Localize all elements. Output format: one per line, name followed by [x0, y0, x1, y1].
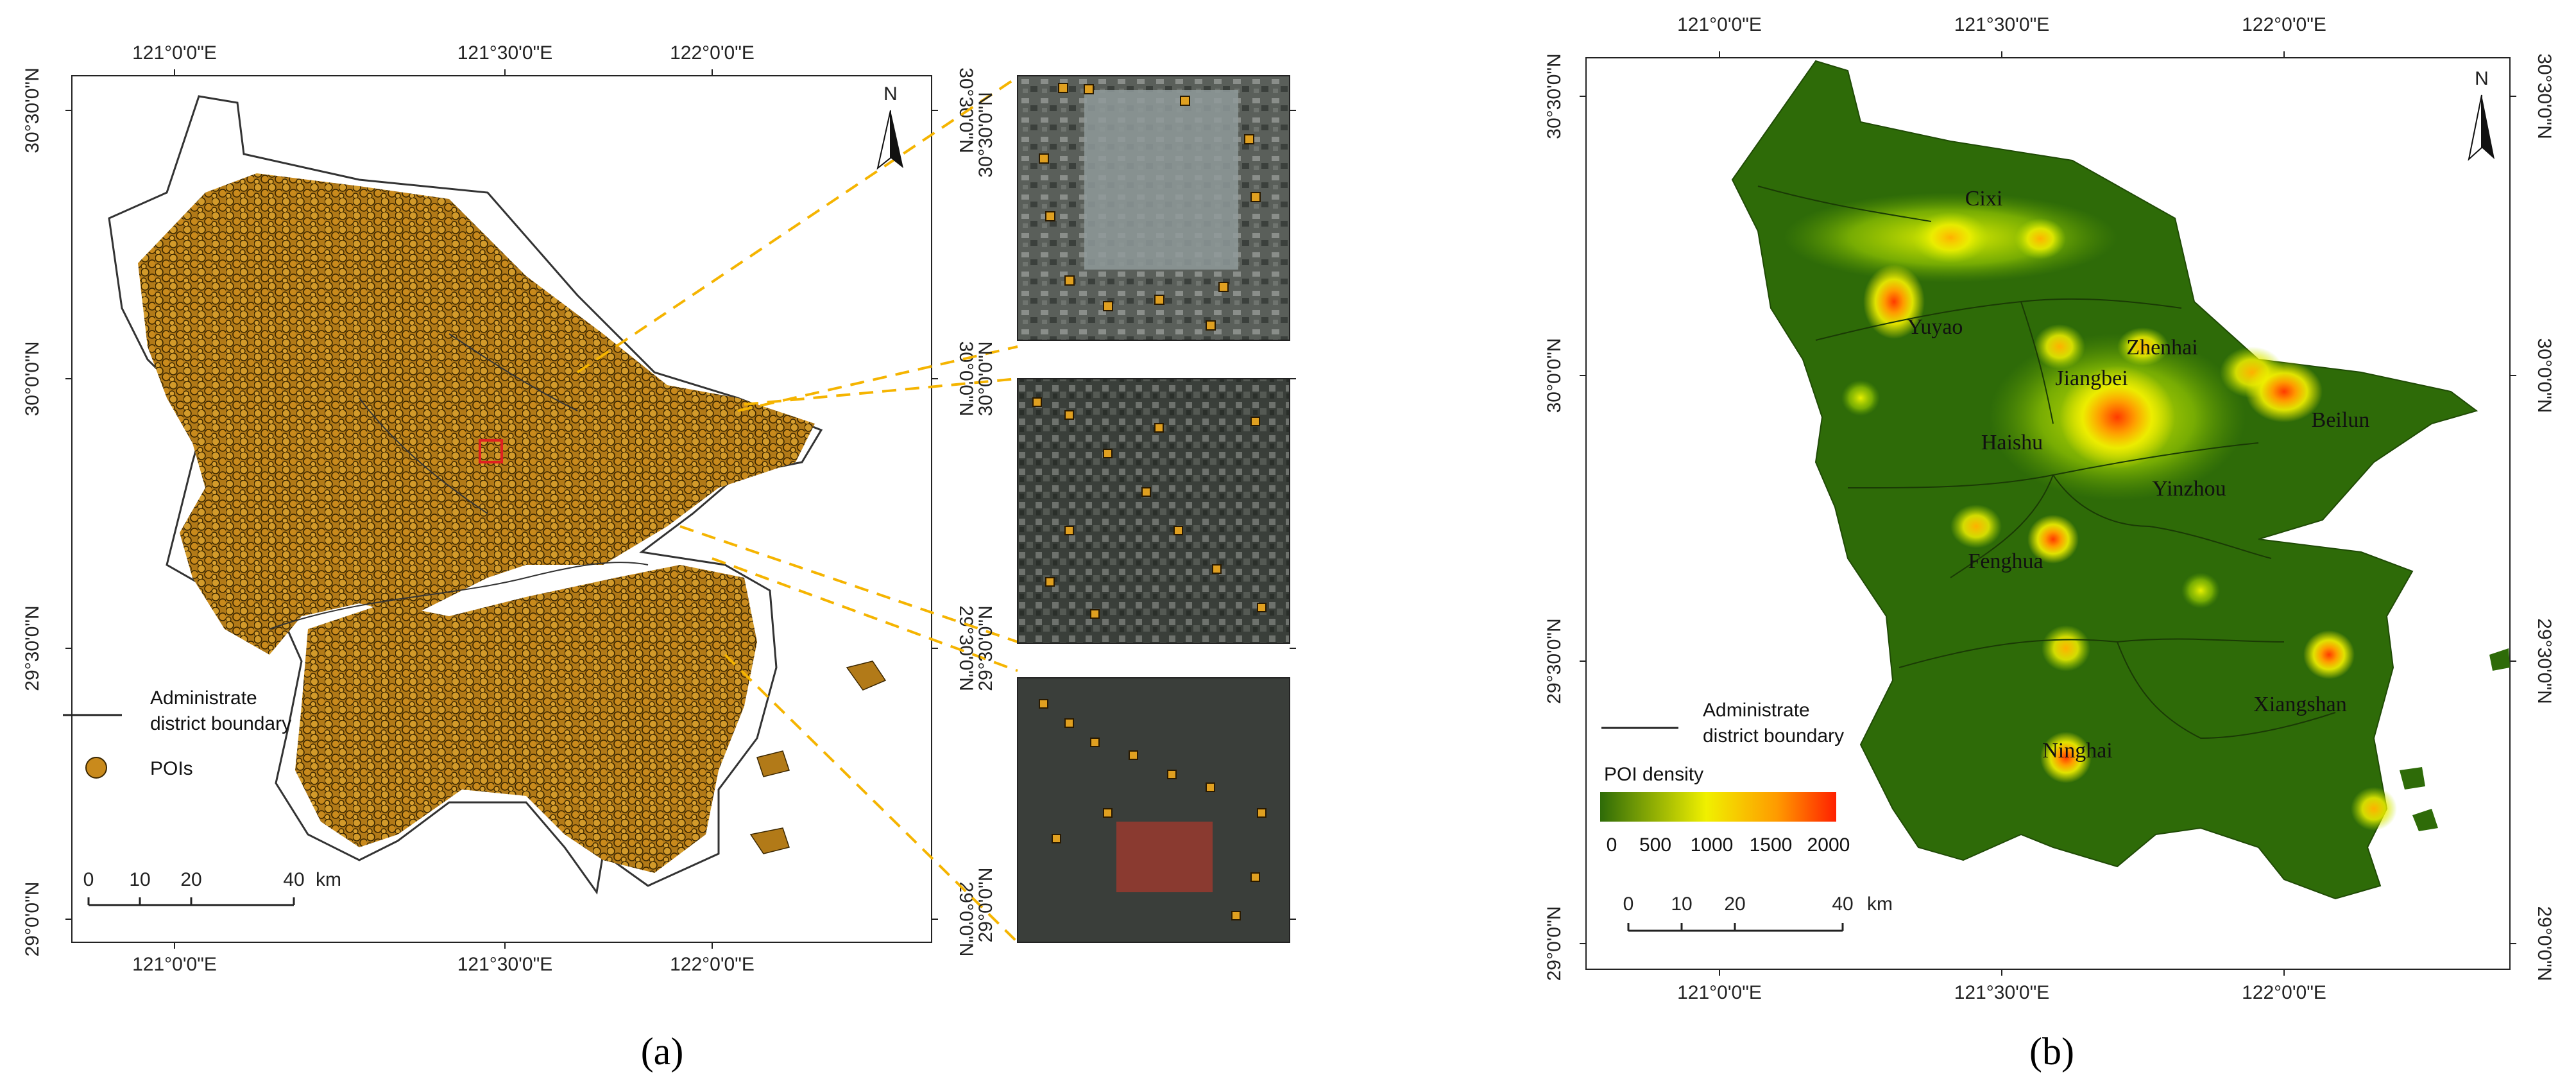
panel-a-north-arrow: N: [876, 83, 903, 170]
panel-b-bottom-tick: 122°0'0"E: [2242, 982, 2326, 1003]
panel-a-islands: [749, 661, 887, 854]
panel-b-scale-label: 40: [1832, 894, 1853, 915]
district-label-ninghai: Ninghai: [2042, 739, 2113, 763]
district-label-beilun: Beilun: [2312, 408, 2370, 432]
panel-a-bottom-tick: 122°0'0"E: [670, 954, 755, 975]
panel-a-top-tick: 121°30'0"E: [457, 42, 553, 64]
panel-b-density-hotspots: [1784, 193, 2397, 831]
panel-b: 121°0'0"E 121°30'0"E 122°0'0"E 121°0'0"E…: [1544, 14, 2555, 1073]
panel-a-legend-boundary-text-1: Administrate: [150, 687, 257, 709]
panel-a-poi-cloud: [138, 173, 815, 655]
panel-a-inset-1: [1017, 75, 1290, 341]
panel-a-scale-label: 10: [129, 869, 150, 890]
panel-b-scale-label: 20: [1724, 894, 1745, 915]
panel-b-north-label: N: [2475, 68, 2489, 89]
panel-b-density-tick: 0: [1607, 834, 1617, 856]
panel-a-scale-unit: km: [316, 869, 341, 890]
panel-a-scale-bar: 0 10 20 40 km: [83, 869, 341, 906]
panel-b-density-tick: 1000: [1691, 834, 1734, 856]
panel-a-left-tick: 30°30'0"N: [22, 67, 43, 153]
panel-a-inset-tick: 29°0'0"N: [975, 868, 996, 943]
panel-a-highlight-box: [479, 439, 503, 463]
panel-b-legend-boundary-text-2: district boundary: [1703, 725, 1844, 747]
panel-b-top-tick: 121°30'0"E: [1954, 14, 2050, 35]
panel-b-legend-boundary-text-1: Administrate: [1703, 700, 1810, 721]
panel-b-scale-unit: km: [1867, 894, 1893, 915]
panel-b-scale-label: 0: [1623, 894, 1634, 915]
panel-b-district-lines: [1757, 186, 2336, 739]
panel-a-legend-poi-text: POIs: [150, 758, 193, 779]
panel-a-left-tick: 29°0'0"N: [22, 882, 43, 957]
panel-a-top-tick: 122°0'0"E: [670, 42, 755, 64]
panel-a-bottom-tick: 121°0'0"E: [132, 954, 217, 975]
panel-a-inset-3: [1017, 677, 1290, 943]
panel-a-inset-tick: 29°30'0"N: [975, 605, 996, 691]
panel-a-top-tick: 121°0'0"E: [132, 42, 217, 64]
panel-b-left-tick: 30°30'0"N: [1544, 53, 1565, 139]
panel-b-left-tick: 30°0'0"N: [1544, 338, 1565, 413]
panel-a-left-tick: 30°0'0"N: [22, 341, 43, 417]
district-label-fenghua: Fenghua: [1968, 549, 2043, 573]
panel-a: 121°0'0"E 121°30'0"E 122°0'0"E 121°0'0"E…: [22, 42, 1296, 1073]
district-label-haishu: Haishu: [1981, 431, 2043, 454]
panel-a-scale-label: 40: [283, 869, 304, 890]
panel-b-islands: [2400, 648, 2510, 831]
panel-b-right-tick: 29°0'0"N: [2534, 906, 2555, 981]
panel-a-caption: (a): [641, 1030, 684, 1073]
panel-b-north-arrow: N: [2468, 68, 2495, 161]
panel-b-density-colorbar: [1600, 792, 1836, 822]
panel-a-bottom-tick: 121°30'0"E: [457, 954, 553, 975]
district-label-xiangshan: Xiangshan: [2253, 693, 2346, 716]
panel-b-scale-label: 10: [1671, 894, 1692, 915]
panel-b-scale-bar: 0 10 20 40 km: [1623, 894, 1893, 932]
panel-b-bottom-tick: 121°30'0"E: [1954, 982, 2050, 1003]
panel-a-inset-tick: 30°30'0"N: [975, 92, 996, 177]
panel-b-bottom-tick: 121°0'0"E: [1677, 982, 1762, 1003]
panel-b-density-tick: 2000: [1807, 834, 1850, 856]
panel-a-right-tick: 29°0'0"N: [955, 882, 977, 957]
district-label-yuyao: Yuyao: [1907, 315, 1963, 339]
panel-a-district-lines: [269, 333, 649, 630]
panel-b-top-tick: 122°0'0"E: [2242, 14, 2326, 35]
district-label-jiangbei: Jiangbei: [2055, 367, 2128, 390]
panel-b-left-tick: 29°30'0"N: [1544, 618, 1565, 704]
district-label-yinzhou: Yinzhou: [2152, 477, 2226, 501]
panel-b-density-tick: 500: [1639, 834, 1671, 856]
panel-a-scale-label: 0: [83, 869, 94, 890]
panel-a-left-tick: 29°30'0"N: [22, 605, 43, 691]
panel-b-left-tick: 29°0'0"N: [1544, 906, 1565, 981]
panel-b-right-tick: 30°0'0"N: [2534, 338, 2555, 413]
panel-a-right-tick: 30°0'0"N: [955, 341, 977, 417]
panel-a-poi-cloud-south: [295, 565, 757, 873]
district-label-zhenhai: Zhenhai: [2126, 336, 2197, 359]
panel-a-legend-boundary-text-2: district boundary: [150, 713, 291, 734]
panel-a-leader-lines: [576, 76, 1019, 944]
panel-b-top-tick: 121°0'0"E: [1677, 14, 1762, 35]
panel-a-scale-label: 20: [180, 869, 201, 890]
panel-a-legend-poi-marker: [85, 757, 107, 779]
panel-b-caption: (b): [2029, 1030, 2074, 1073]
panel-b-right-tick: 29°30'0"N: [2534, 618, 2555, 704]
panel-b-right-tick: 30°30'0"N: [2534, 53, 2555, 139]
panel-a-inset-2: [1017, 378, 1290, 644]
panel-b-legend-density-title: POI density: [1604, 764, 1703, 785]
panel-b-density-tick: 1500: [1750, 834, 1793, 856]
district-label-cixi: Cixi: [1965, 187, 2003, 211]
panel-a-north-label: N: [883, 83, 898, 105]
panel-a-inset-tick: 30°0'0"N: [975, 341, 996, 417]
